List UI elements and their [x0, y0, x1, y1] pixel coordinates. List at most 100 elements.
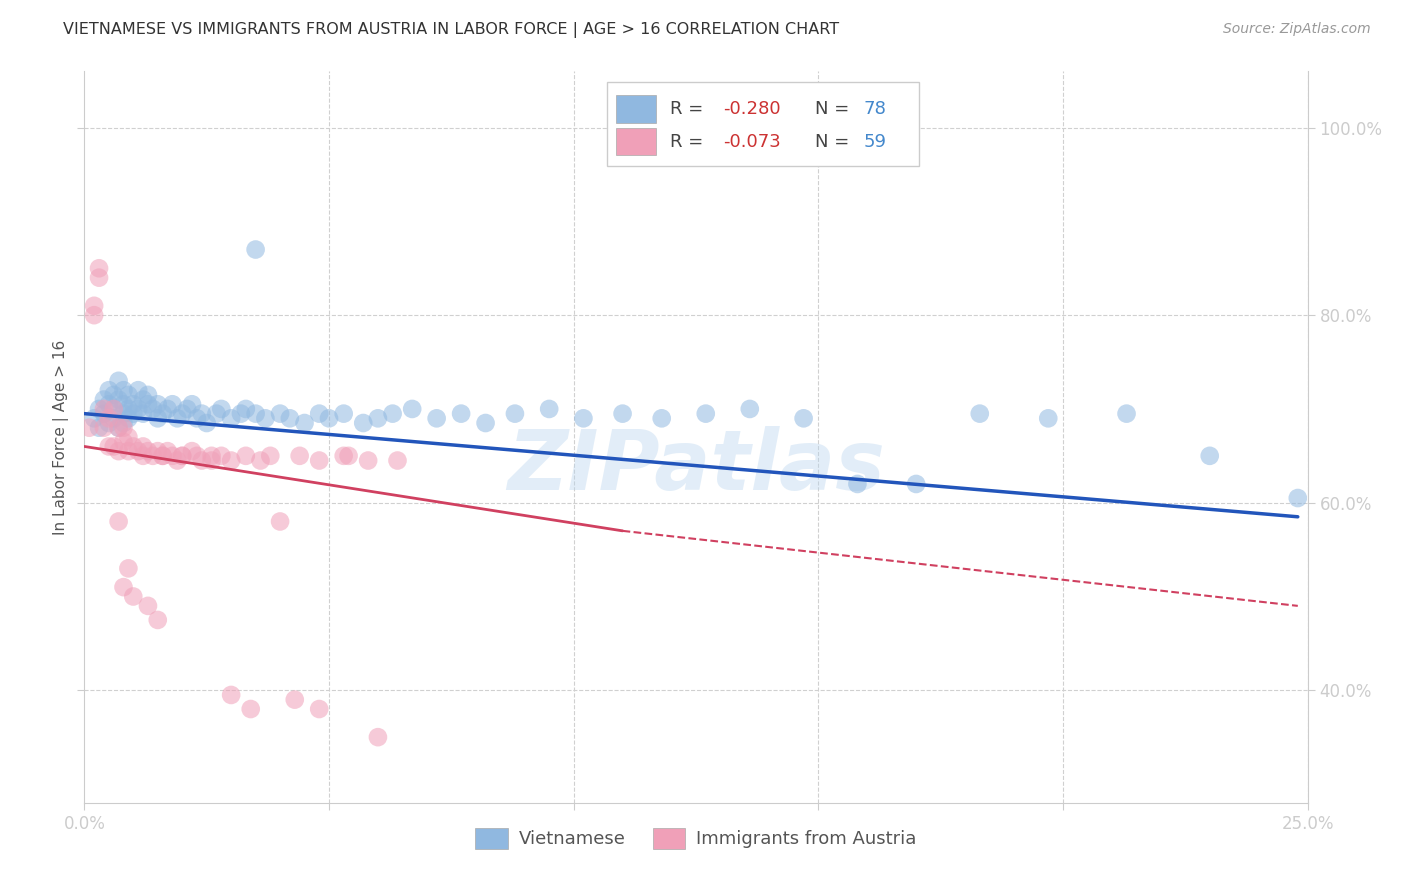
Point [107, 374, 129, 388]
Point [229, 407, 252, 421]
Point [474, 416, 496, 430]
Point [93, 401, 115, 416]
Point [200, 449, 222, 463]
Point [112, 407, 135, 421]
Point [146, 444, 169, 458]
Point [162, 449, 184, 463]
Point [969, 407, 991, 421]
Point [367, 411, 389, 425]
Point [156, 401, 179, 416]
Point [269, 515, 291, 529]
Point [132, 440, 155, 454]
Point [172, 407, 194, 421]
Text: -0.280: -0.280 [723, 100, 780, 118]
Point [136, 397, 159, 411]
Bar [616, 128, 655, 155]
Point [332, 449, 354, 463]
Text: 59: 59 [863, 133, 887, 151]
Point [172, 449, 194, 463]
Point [337, 449, 360, 463]
Point [142, 449, 165, 463]
Point [97, 440, 120, 454]
Point [426, 411, 449, 425]
Point [235, 401, 257, 416]
Point [308, 453, 330, 467]
Point [738, 401, 761, 416]
Point [156, 444, 179, 458]
Point [332, 407, 354, 421]
Point [352, 416, 374, 430]
Text: R =: R = [671, 133, 709, 151]
Point [152, 407, 174, 421]
Point [87, 401, 110, 416]
Point [136, 444, 159, 458]
Point [846, 477, 869, 491]
Point [651, 411, 673, 425]
Text: R =: R = [671, 100, 709, 118]
Point [793, 411, 815, 425]
Point [112, 397, 135, 411]
Point [357, 453, 380, 467]
Point [117, 401, 139, 416]
Point [77, 420, 100, 434]
Point [191, 407, 214, 421]
Point [308, 702, 330, 716]
Y-axis label: In Labor Force | Age > 16: In Labor Force | Age > 16 [53, 340, 69, 534]
Text: N =: N = [814, 100, 855, 118]
Point [107, 444, 129, 458]
Point [122, 397, 145, 411]
Point [288, 449, 311, 463]
Point [181, 444, 204, 458]
Point [87, 261, 110, 276]
Point [97, 411, 120, 425]
Point [112, 434, 135, 449]
Point [905, 477, 928, 491]
Point [695, 407, 717, 421]
Point [87, 420, 110, 434]
Bar [616, 95, 655, 122]
Point [387, 453, 409, 467]
Point [97, 383, 120, 397]
Point [103, 388, 125, 402]
Point [612, 407, 634, 421]
Point [107, 420, 129, 434]
Point [122, 407, 145, 421]
Point [181, 397, 204, 411]
Text: Source: ZipAtlas.com: Source: ZipAtlas.com [1223, 22, 1371, 37]
Text: N =: N = [814, 133, 855, 151]
Point [107, 392, 129, 407]
Point [166, 453, 188, 467]
Point [103, 401, 125, 416]
Point [294, 416, 316, 430]
Point [83, 308, 105, 322]
Point [308, 407, 330, 421]
Point [209, 401, 232, 416]
Point [235, 449, 257, 463]
Point [127, 383, 149, 397]
Point [117, 561, 139, 575]
Point [186, 411, 208, 425]
Point [191, 453, 214, 467]
Legend: Vietnamese, Immigrants from Austria: Vietnamese, Immigrants from Austria [468, 821, 924, 856]
Point [117, 388, 139, 402]
Point [1115, 407, 1137, 421]
Point [132, 392, 155, 407]
Point [97, 397, 120, 411]
Point [450, 407, 472, 421]
Text: 78: 78 [863, 100, 886, 118]
Point [219, 453, 242, 467]
Point [239, 702, 262, 716]
Point [107, 515, 129, 529]
Point [83, 411, 105, 425]
Point [219, 411, 242, 425]
Point [93, 392, 115, 407]
Point [381, 407, 404, 421]
Point [146, 397, 169, 411]
Text: ZIPatlas: ZIPatlas [508, 425, 884, 507]
Point [318, 411, 340, 425]
Point [195, 416, 218, 430]
Point [146, 613, 169, 627]
Point [112, 420, 135, 434]
Point [142, 401, 165, 416]
Point [166, 411, 188, 425]
